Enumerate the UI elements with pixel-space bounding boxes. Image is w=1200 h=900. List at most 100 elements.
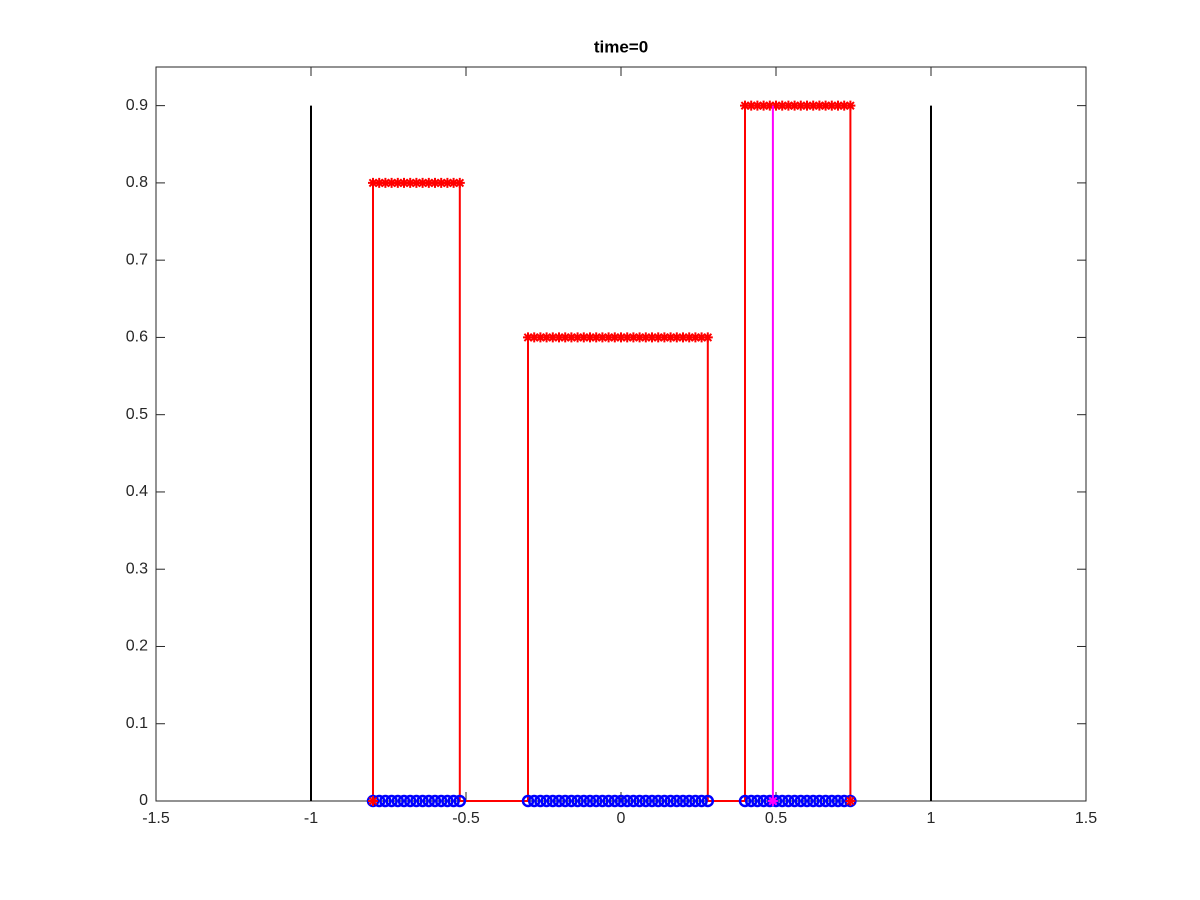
star-marker bbox=[802, 100, 812, 111]
y-tick-label: 0.1 bbox=[126, 715, 148, 732]
circle-marker bbox=[639, 794, 653, 808]
star-marker bbox=[696, 332, 707, 343]
circle-marker bbox=[744, 794, 758, 808]
x-tick-label: 1 bbox=[927, 810, 936, 827]
circle-marker bbox=[391, 794, 405, 808]
circle-marker bbox=[540, 794, 553, 808]
circle-marker bbox=[596, 794, 609, 808]
circle-marker bbox=[651, 794, 665, 808]
y-tick-label: 0 bbox=[139, 792, 148, 809]
circle-marker bbox=[552, 794, 566, 808]
star-marker bbox=[746, 100, 757, 111]
star-marker bbox=[423, 177, 434, 188]
star-marker bbox=[777, 100, 788, 111]
circle-marker bbox=[546, 794, 560, 808]
star-marker bbox=[622, 332, 633, 343]
star-marker bbox=[647, 332, 657, 343]
y-tick-label: 0.2 bbox=[126, 638, 148, 655]
circle-marker bbox=[441, 794, 454, 808]
circle-marker bbox=[521, 794, 535, 808]
circle-marker bbox=[379, 794, 392, 808]
circle-marker bbox=[695, 794, 708, 808]
y-tick-label: 0.4 bbox=[126, 483, 148, 500]
star-marker bbox=[547, 332, 558, 343]
star-marker bbox=[767, 796, 778, 806]
star-marker bbox=[572, 332, 583, 343]
star-marker bbox=[417, 177, 428, 188]
x-tick-label: -1 bbox=[304, 810, 318, 827]
star-marker bbox=[541, 332, 552, 343]
star-marker bbox=[826, 100, 837, 111]
star-marker bbox=[585, 332, 595, 343]
star-marker bbox=[597, 332, 608, 343]
circle-marker bbox=[645, 794, 659, 808]
x-tick-label: -0.5 bbox=[452, 810, 480, 827]
star-marker bbox=[771, 100, 781, 111]
y-tick-label: 0.7 bbox=[126, 251, 148, 268]
circle-marker bbox=[794, 794, 808, 808]
star-marker bbox=[368, 177, 378, 188]
star-marker bbox=[628, 332, 639, 343]
circle-marker bbox=[689, 794, 702, 808]
star-marker bbox=[374, 177, 385, 188]
star-marker bbox=[566, 332, 577, 343]
star-marker bbox=[454, 177, 465, 188]
star-marker bbox=[845, 100, 856, 111]
circle-marker bbox=[410, 794, 423, 808]
star-marker bbox=[789, 100, 800, 111]
star-marker bbox=[783, 100, 794, 111]
circle-marker bbox=[800, 794, 814, 808]
y-tick-label: 0.9 bbox=[126, 97, 148, 114]
star-marker bbox=[795, 100, 806, 111]
circle-marker bbox=[416, 794, 429, 808]
star-marker bbox=[603, 332, 614, 343]
circle-marker bbox=[701, 794, 715, 808]
star-marker bbox=[814, 100, 825, 111]
circle-marker bbox=[602, 794, 615, 808]
circle-marker bbox=[682, 794, 696, 808]
star-marker bbox=[764, 100, 775, 111]
y-tick-label: 0.6 bbox=[126, 329, 148, 346]
circle-marker bbox=[819, 794, 832, 808]
star-marker bbox=[839, 100, 850, 111]
star-marker bbox=[808, 100, 819, 111]
circle-marker bbox=[534, 794, 547, 808]
circle-marker bbox=[397, 794, 411, 808]
star-marker bbox=[690, 332, 701, 343]
star-marker bbox=[436, 177, 447, 188]
circle-marker bbox=[782, 794, 795, 808]
circle-marker bbox=[676, 794, 690, 808]
star-marker bbox=[560, 332, 571, 343]
star-marker bbox=[523, 332, 533, 343]
star-marker bbox=[380, 177, 391, 188]
star-marker bbox=[833, 100, 843, 111]
circle-marker bbox=[751, 794, 764, 808]
circle-marker bbox=[558, 794, 572, 808]
star-marker bbox=[684, 332, 695, 343]
x-tick-label: 1.5 bbox=[1075, 810, 1097, 827]
circle-marker bbox=[428, 794, 442, 808]
chart-title: time=0 bbox=[594, 37, 648, 56]
circle-marker bbox=[658, 794, 671, 808]
circle-marker bbox=[527, 794, 541, 808]
star-marker bbox=[845, 796, 856, 806]
circle-marker bbox=[614, 794, 628, 808]
circle-marker bbox=[738, 794, 752, 808]
circle-marker bbox=[422, 794, 436, 808]
circle-marker bbox=[565, 794, 578, 808]
star-marker bbox=[554, 332, 564, 343]
star-marker bbox=[529, 332, 540, 343]
star-marker bbox=[368, 796, 378, 806]
star-marker bbox=[430, 177, 440, 188]
circle-marker bbox=[447, 794, 460, 808]
star-marker bbox=[392, 177, 403, 188]
star-marker bbox=[405, 177, 416, 188]
x-tick-label: -1.5 bbox=[142, 810, 170, 827]
star-marker bbox=[820, 100, 831, 111]
x-tick-label: 0 bbox=[617, 810, 626, 827]
star-marker bbox=[448, 177, 459, 188]
circle-marker bbox=[589, 794, 603, 808]
circle-marker bbox=[633, 794, 646, 808]
